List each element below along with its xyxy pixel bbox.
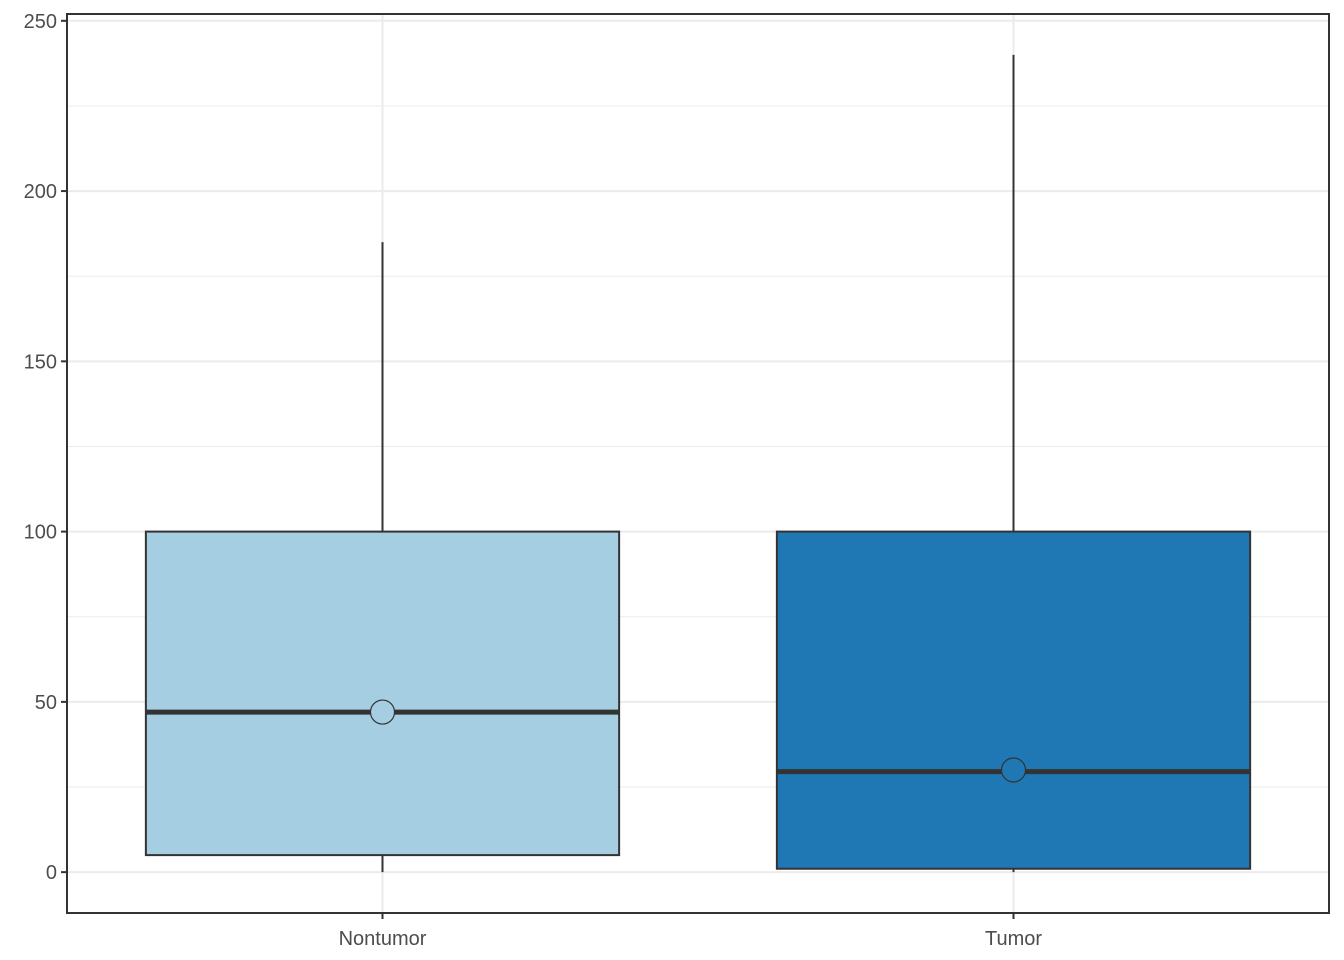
y-tick-label: 0 [46, 862, 57, 884]
y-tick-label: 200 [24, 181, 57, 203]
panel-border [66, 13, 1330, 914]
axes: 0 50 100 150 200 250 Nontumor Tumor [24, 11, 1043, 950]
y-tick-label: 150 [24, 351, 57, 373]
mean-point [1000, 757, 1027, 783]
box-series [144, 54, 1252, 873]
y-tick-label: 250 [24, 11, 57, 33]
box-nontumor [144, 242, 621, 873]
box-tumor [775, 54, 1252, 873]
x-tick-label: Nontumor [339, 928, 427, 950]
x-tick-label: Tumor [985, 928, 1042, 950]
box-body [775, 530, 1252, 870]
y-tick-label: 100 [24, 522, 57, 544]
y-tick-label: 50 [35, 692, 57, 714]
mean-point [369, 699, 396, 725]
box-body [144, 530, 621, 857]
